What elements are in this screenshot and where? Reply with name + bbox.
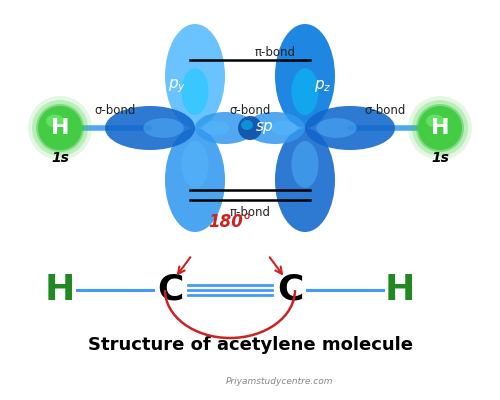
Ellipse shape (270, 121, 297, 135)
Ellipse shape (28, 96, 92, 160)
Ellipse shape (36, 104, 84, 152)
Ellipse shape (165, 128, 225, 232)
Ellipse shape (275, 128, 335, 232)
Text: 180°: 180° (208, 213, 252, 231)
Ellipse shape (316, 118, 357, 138)
Ellipse shape (412, 100, 468, 156)
Ellipse shape (305, 106, 395, 150)
Ellipse shape (195, 112, 255, 144)
Text: H: H (45, 273, 75, 307)
Ellipse shape (105, 106, 195, 150)
Text: H: H (385, 273, 415, 307)
Text: π-bond: π-bond (230, 206, 270, 218)
Ellipse shape (32, 100, 88, 156)
Ellipse shape (426, 114, 444, 128)
Text: 1s: 1s (431, 151, 449, 165)
Ellipse shape (182, 141, 208, 188)
Text: π-bond: π-bond (254, 46, 296, 58)
Text: H: H (431, 118, 449, 138)
Ellipse shape (182, 68, 208, 115)
Text: C: C (157, 273, 183, 307)
Text: $sp$: $sp$ (254, 120, 274, 136)
Ellipse shape (408, 96, 472, 160)
Text: H: H (51, 118, 69, 138)
Text: C: C (277, 273, 303, 307)
Ellipse shape (241, 120, 253, 130)
Ellipse shape (202, 121, 230, 135)
Text: Priyamstudycentre.com: Priyamstudycentre.com (226, 378, 334, 386)
Text: σ-bond: σ-bond (230, 104, 270, 116)
Text: σ-bond: σ-bond (94, 104, 136, 116)
Ellipse shape (144, 118, 184, 138)
Text: $p_y$: $p_y$ (168, 77, 186, 95)
Ellipse shape (275, 24, 335, 128)
Ellipse shape (416, 104, 464, 152)
Ellipse shape (238, 116, 262, 140)
Text: $p_z$: $p_z$ (314, 78, 332, 94)
Ellipse shape (418, 106, 462, 150)
Text: 1s: 1s (51, 151, 69, 165)
Ellipse shape (165, 24, 225, 128)
Text: σ-bond: σ-bond (364, 104, 406, 116)
Ellipse shape (292, 141, 318, 188)
Ellipse shape (292, 68, 318, 115)
Ellipse shape (245, 112, 305, 144)
Ellipse shape (46, 114, 64, 128)
Text: Structure of acetylene molecule: Structure of acetylene molecule (88, 336, 412, 354)
Ellipse shape (38, 106, 82, 150)
